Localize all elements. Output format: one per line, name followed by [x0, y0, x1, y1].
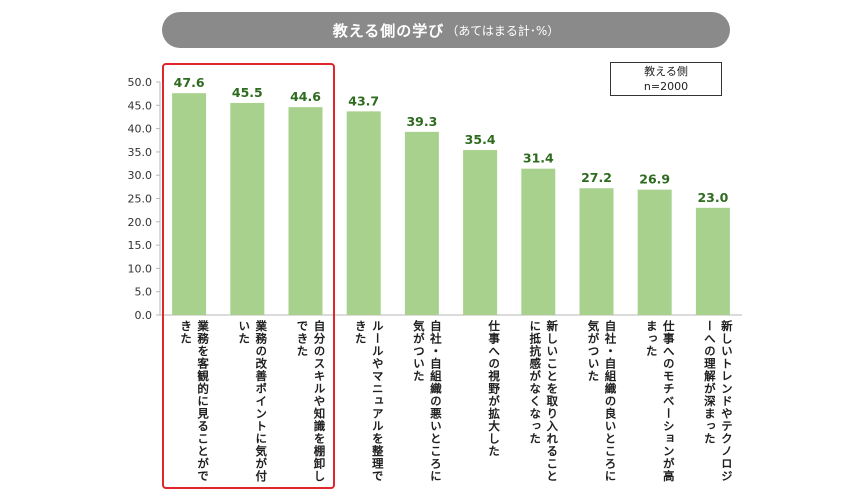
y-tick-label: 40.0 — [128, 123, 153, 136]
category-label: 業務の改善ポイントに気が付いた — [237, 320, 269, 483]
highlight-frame — [162, 63, 335, 489]
value-label: 27.2 — [581, 170, 612, 185]
y-tick-label: 30.0 — [128, 169, 153, 182]
category-label: 自分のスキルや知識を棚卸しできた — [295, 320, 327, 483]
bar — [521, 168, 556, 315]
bar — [172, 93, 207, 316]
value-label: 45.5 — [232, 85, 263, 100]
value-label: 43.7 — [348, 93, 379, 108]
category-label: 新しいトレンドやテクノロジーへの理解が深まった — [702, 320, 734, 483]
bar — [695, 207, 730, 315]
value-label: 44.6 — [290, 89, 321, 104]
y-tick-label: 25.0 — [128, 193, 153, 206]
bar — [463, 150, 498, 315]
value-label: 35.4 — [465, 132, 496, 147]
category-label: 仕事へのモチベーションが高まった — [644, 320, 676, 483]
bar — [230, 102, 265, 315]
bar — [346, 111, 381, 315]
category-label: 仕事への視野が拡大した — [487, 320, 502, 458]
bar — [579, 188, 614, 315]
value-label: 47.6 — [174, 75, 205, 90]
y-tick-label: 5.0 — [135, 286, 153, 299]
legend-line-1: 教える側 — [644, 65, 688, 78]
chart-title-banner: 教える側の学び （あてはまる計･%） — [162, 12, 730, 48]
category-label: 業務を客観的に見ることができた — [179, 320, 211, 483]
value-label: 39.3 — [406, 114, 437, 129]
y-tick-label: 0.0 — [135, 309, 153, 322]
category-label: 自社・自組織の悪いところに気がついた — [411, 320, 443, 483]
value-label: 26.9 — [639, 172, 670, 187]
y-tick-label: 45.0 — [128, 99, 153, 112]
category-label: 自社・自組織の良いところに気がついた — [586, 320, 618, 483]
legend: 教える側 n=2000 — [610, 62, 722, 96]
y-tick-label: 50.0 — [128, 76, 153, 89]
bar — [637, 189, 672, 315]
category-label: ルールやマニュアルを整理できた — [353, 320, 385, 483]
y-tick-label: 20.0 — [128, 216, 153, 229]
value-label: 23.0 — [697, 190, 728, 205]
chart-title-sub: （あてはまる計･%） — [446, 23, 560, 38]
chart-title: 教える側の学び — [332, 21, 445, 40]
legend-line-2: n=2000 — [643, 80, 689, 93]
category-label: 新しいことを取り入れることに抵抗感がなくなった — [528, 320, 560, 483]
bar — [288, 107, 323, 315]
y-tick-label: 15.0 — [128, 239, 153, 252]
y-tick-label: 10.0 — [128, 262, 153, 275]
value-label: 31.4 — [523, 151, 554, 166]
y-tick-label: 35.0 — [128, 146, 153, 159]
bar — [404, 131, 439, 315]
